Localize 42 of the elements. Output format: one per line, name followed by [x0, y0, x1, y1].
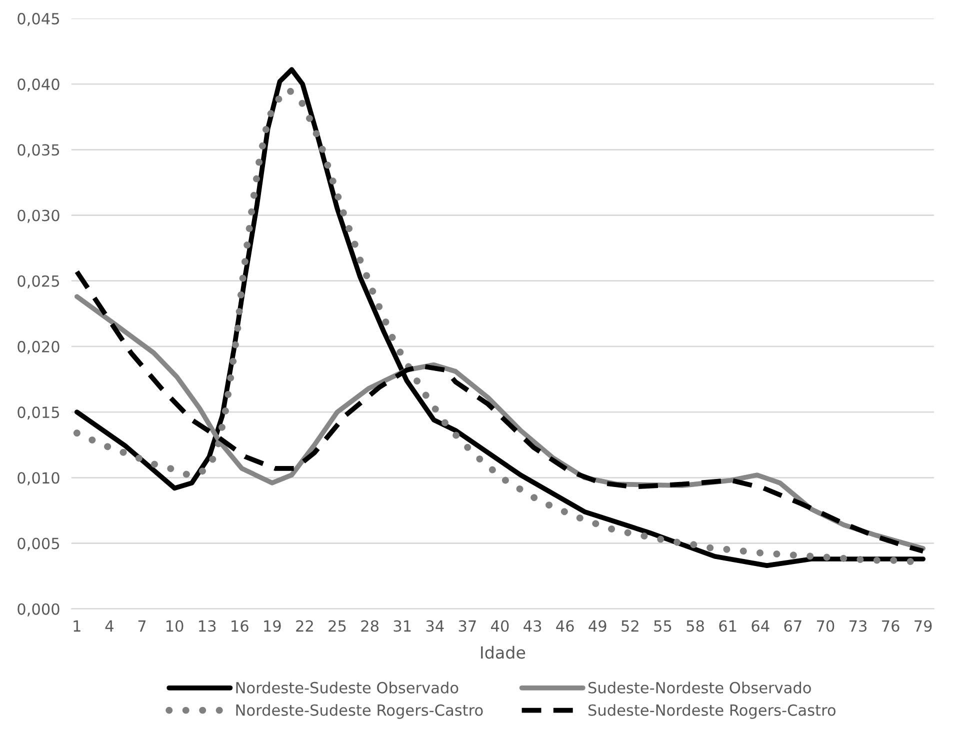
y-tick-label: 0,030	[18, 210, 60, 223]
x-tick-label: 76	[882, 620, 900, 632]
x-tick-label: 43	[524, 620, 542, 632]
y-tick-label: 0,000	[18, 603, 60, 616]
x-tick-label: 10	[166, 620, 184, 632]
x-tick-label: 67	[784, 620, 802, 632]
y-tick-label: 0,020	[18, 340, 60, 354]
y-tick-label: 0,025	[18, 275, 60, 288]
x-tick-label: 34	[426, 620, 444, 632]
x-tick-label: 79	[914, 620, 932, 632]
x-tick-label: 4	[105, 620, 114, 632]
x-tick-label: 1	[74, 620, 80, 632]
x-axis-title: Idade	[481, 646, 526, 659]
x-tick-label: 28	[361, 620, 378, 632]
x-tick-label: 7	[138, 620, 146, 632]
x-tick-label: 22	[296, 620, 313, 632]
x-tick-label: 58	[686, 620, 704, 632]
x-tick-label: 37	[458, 620, 476, 632]
x-tick-label: 70	[816, 620, 834, 632]
x-tick-label: 25	[328, 620, 346, 632]
x-tick-label: 16	[232, 620, 248, 632]
x-tick-label: 55	[654, 620, 672, 632]
legend-label: Nordeste-Sudeste Rogers-Castro	[236, 704, 483, 719]
y-tick-label: 0,040	[18, 78, 60, 92]
x-tick-label: 73	[850, 620, 866, 632]
y-tick-label: 0,010	[18, 472, 60, 486]
x-tick-label: 49	[588, 620, 606, 632]
x-tick-label: 40	[491, 620, 509, 632]
x-tick-label: 61	[719, 620, 736, 632]
legend-label: Sudeste-Nordeste Rogers-Castro	[588, 704, 836, 719]
legend-label: Nordeste-Sudeste Observado	[236, 682, 458, 694]
y-tick-label: 0,045	[18, 12, 60, 26]
legend-label: Sudeste-Nordeste Observado	[588, 682, 811, 694]
y-tick-label: 0,035	[18, 144, 60, 158]
x-tick-label: 52	[622, 620, 638, 632]
y-tick-label: 0,005	[18, 538, 60, 551]
x-tick-label: 46	[556, 620, 574, 632]
y-tick-label: 0,015	[18, 406, 60, 420]
x-tick-label: 31	[394, 620, 411, 632]
x-tick-label: 19	[264, 620, 281, 632]
x-tick-label: 13	[199, 620, 216, 632]
x-tick-label: 64	[752, 620, 770, 632]
